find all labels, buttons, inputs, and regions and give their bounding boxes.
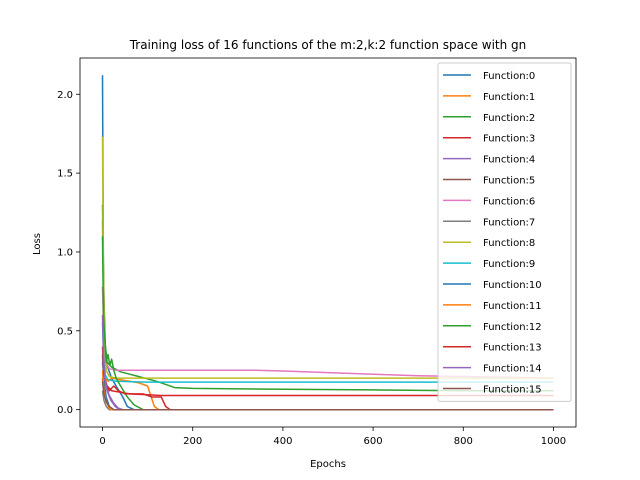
series-line-function-12 xyxy=(101,236,554,411)
y-tick-label: 2.0 xyxy=(57,90,73,101)
x-tick-label: 0 xyxy=(99,436,105,447)
x-axis-title: Epochs xyxy=(310,459,346,470)
legend-label: Function:7 xyxy=(483,217,535,228)
legend-label: Function:8 xyxy=(483,238,535,249)
y-tick-label: 1.5 xyxy=(57,169,73,180)
legend: Function:0 Function:1 Function:2 Function:3… xyxy=(437,62,572,402)
legend-label: Function:11 xyxy=(483,301,542,312)
legend-label: Function:6 xyxy=(483,196,535,207)
legend-label: Function:2 xyxy=(483,113,535,124)
y-axis-title: Loss xyxy=(32,233,43,255)
x-tick-label: 1000 xyxy=(541,436,566,447)
legend-label: Function:3 xyxy=(483,134,535,145)
legend-label: Function:14 xyxy=(483,364,542,375)
legend-label: Function:15 xyxy=(483,385,542,396)
legend-label: Function:1 xyxy=(483,92,535,103)
x-tick-label: 400 xyxy=(273,436,292,447)
y-tick-label: 0.0 xyxy=(57,405,73,416)
legend-box xyxy=(437,62,572,402)
legend-label: Function:5 xyxy=(483,176,535,187)
chart-title: Training loss of 16 functions of the m:2… xyxy=(129,38,527,52)
plot-frame xyxy=(79,57,577,428)
legend-label: Function:13 xyxy=(483,343,542,354)
legend-label: Function:0 xyxy=(483,71,535,82)
x-tick-label: 600 xyxy=(364,436,383,447)
legend-label: Function:9 xyxy=(483,259,535,270)
series-line-function-15 xyxy=(101,381,554,411)
y-tick-label: 0.5 xyxy=(57,326,73,337)
axes-layer: 0 200 400 600 800 1000 0.0 0.5 1.0 1.5 2.0 xyxy=(57,57,577,447)
y-tick-label: 1.0 xyxy=(57,247,73,258)
x-tick-label: 800 xyxy=(454,436,473,447)
series-layer xyxy=(101,75,554,411)
legend-label: Function:10 xyxy=(483,280,542,291)
legend-label: Function:4 xyxy=(483,155,535,166)
x-tick-label: 200 xyxy=(183,436,202,447)
legend-label: Function:12 xyxy=(483,322,542,333)
